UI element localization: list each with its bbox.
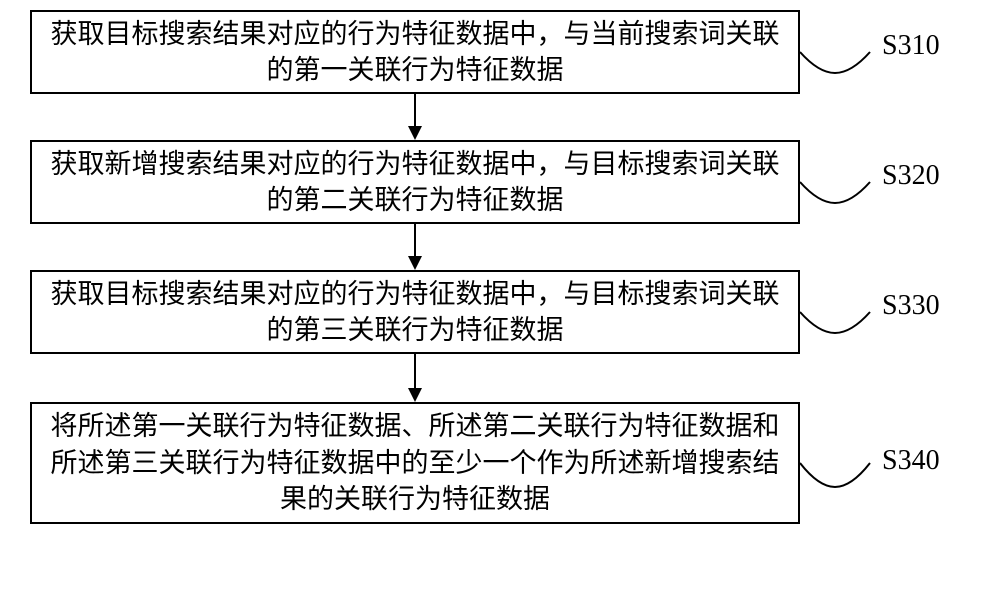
- flowchart-root: 获取目标搜索结果对应的行为特征数据中，与当前搜索词关联的第一关联行为特征数据S3…: [0, 0, 1000, 590]
- arrow-2: [0, 0, 1000, 590]
